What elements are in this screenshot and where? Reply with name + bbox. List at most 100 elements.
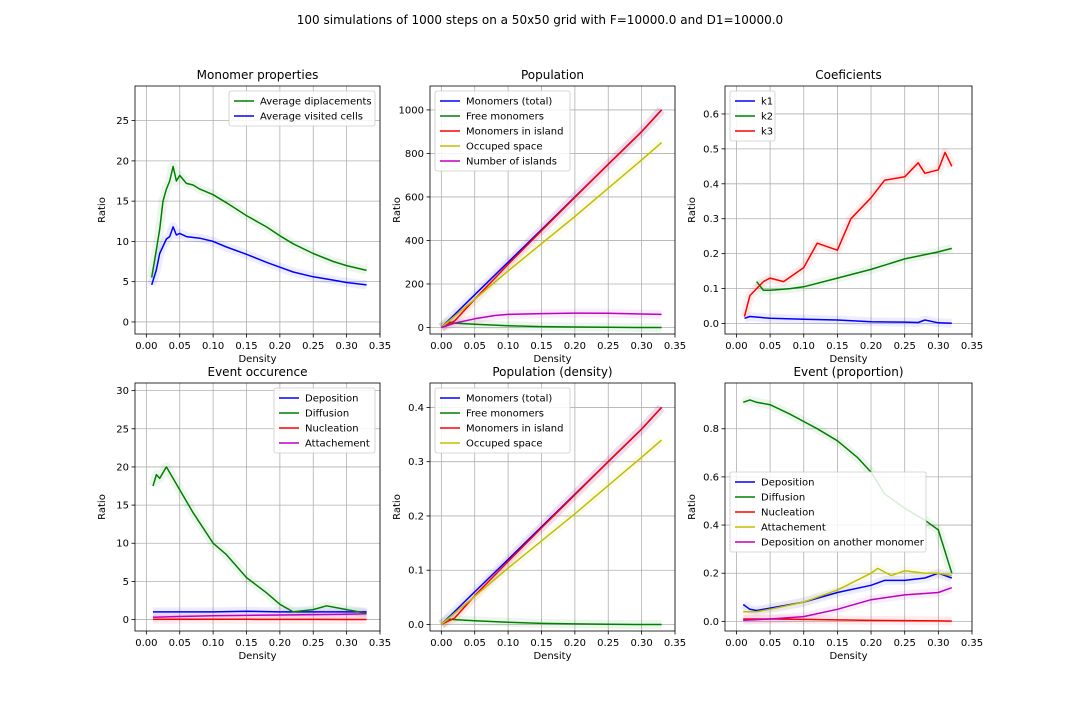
y-tick-label: 0.3 [408,457,424,468]
panel-3: 0.00 0.05 0.10 0.15 0.20 0.25 0.30 0.35 0.0 0.1 0.… [687,68,983,365]
legend-entry: Average visited cells [260,112,363,123]
x-tick-label: 0.20 [860,638,882,649]
plot-frame [724,382,973,632]
legend: Deposition Diffusion Nucleation Attachement… [729,471,927,553]
plot-frame [724,85,973,335]
panels: 0.00 0.05 0.10 0.15 0.20 0.25 0.30 0.3505101520… [97,68,983,662]
y-tick-label: 5 [123,577,129,588]
y-tick-label: 0.2 [703,569,719,580]
x-axis-label: Density [533,651,571,662]
x-tick-label: 0.05 [464,638,486,649]
legend-entry: Monomers (total) [466,97,552,108]
x-tick-label: 0.25 [597,638,619,649]
y-axis-label: Ratio [687,494,698,520]
x-tick-label: 0.25 [894,638,916,649]
legend: Average diplacements Average visited cell… [228,90,376,127]
legend-entry: Diffusion [305,409,349,420]
x-tick-label: 0.25 [894,341,916,352]
y-tick-label: 0 [418,323,424,334]
series-line-4 [152,613,367,619]
x-tick-label: 0.15 [235,341,257,352]
x-tick-label: 0.25 [302,341,324,352]
panel-title: Population [521,68,584,82]
y-tick-label: 0.0 [408,620,424,631]
x-tick-label: 0.05 [169,638,191,649]
legend-entry: Monomers (total) [466,394,552,405]
x-tick-label: 0.15 [235,638,257,649]
x-tick-label: 0.30 [927,638,949,649]
x-tick-label: 0.30 [335,341,357,352]
x-tick-label: 0.00 [430,638,452,649]
legend-entry: Attachement [305,439,370,450]
panel-5: 0.00 0.05 0.10 0.15 0.20 0.25 0.30 0.35 0.0 0.1 0.… [392,365,686,662]
y-axis-label: Ratio [392,494,403,520]
x-tick-label: 0.20 [269,341,291,352]
legend-entry: Deposition on another monomer [761,538,925,549]
series-line-1 [744,315,952,324]
legend-entry: k2 [761,112,773,123]
x-tick-label: 0.20 [860,341,882,352]
x-tick-label: 0.15 [826,341,848,352]
legend-entry: Occuped space [466,439,543,450]
x-tick-label: 0.15 [530,341,552,352]
x-tick-label: 0.20 [564,638,586,649]
y-tick-label: 0.0 [703,319,719,330]
y-tick-label: 30 [116,386,129,397]
x-tick-label: 0.10 [793,341,815,352]
x-tick-label: 0.35 [369,638,391,649]
series-line-4 [440,142,663,329]
legend-entry: Monomers in island [466,424,563,435]
series-group [438,404,665,629]
x-tick-label: 0.35 [369,341,391,352]
y-tick-label: 0.2 [408,511,424,522]
y-tick-label: 0.0 [703,617,719,628]
panel-4: 0.00 0.05 0.10 0.15 0.20 0.25 0.30 0.35 0 5 10 15 20… [97,365,391,662]
legend: k1 k2 k3 [729,90,776,142]
panel-title: Population (density) [492,365,612,379]
legend-entry: Number of islands [466,157,557,168]
legend-entry: Average diplacements [260,97,372,108]
x-tick-label: 0.05 [169,341,191,352]
series-group [438,106,665,332]
x-axis-label: Density [238,651,276,662]
x-tick-label: 0.10 [202,341,224,352]
y-tick-label: 800 [405,149,424,160]
x-tick-label: 0.35 [664,341,686,352]
legend-entry: k1 [761,97,773,108]
x-tick-label: 0.05 [759,341,781,352]
plot-frame [134,85,381,335]
y-tick-label: 0.1 [408,566,424,577]
y-tick-label: 10 [116,237,129,248]
x-tick-label: 0.00 [725,638,747,649]
series-line-4 [440,439,663,626]
x-tick-label: 0.35 [961,341,983,352]
panel-2: 0.00 0.05 0.10 0.15 0.20 0.25 0.30 0.35 0 200 400 6… [392,68,686,365]
x-tick-label: 0.15 [530,638,552,649]
y-tick-label: 15 [116,197,129,208]
panel-title: Event (proportion) [793,365,903,379]
legend-box [729,471,927,553]
series-line-1 [150,165,367,278]
y-axis-label: Ratio [97,197,108,223]
x-tick-label: 0.10 [497,638,519,649]
y-tick-label: 0.6 [703,472,719,483]
y-tick-label: 0 [123,615,129,626]
legend-entry: Nucleation [305,424,359,435]
y-tick-label: 400 [405,236,424,247]
y-tick-label: 25 [116,424,129,435]
series-line-3 [440,406,663,626]
legend: Monomers (total) Free monomers Monomers in… [434,90,571,172]
series-line-4 [743,567,952,613]
panel-title: Monomer properties [197,68,319,82]
series-line-3 [440,109,663,329]
x-tick-label: 0.00 [725,341,747,352]
y-axis-label: Ratio [392,197,403,223]
x-axis-label: Density [533,354,571,365]
x-tick-label: 0.05 [759,638,781,649]
series-line-1 [742,572,953,612]
y-tick-label: 0.2 [703,249,719,260]
y-tick-label: 0 [123,317,129,328]
y-axis-label: Ratio [97,494,108,520]
legend-entry: Occuped space [466,142,543,153]
